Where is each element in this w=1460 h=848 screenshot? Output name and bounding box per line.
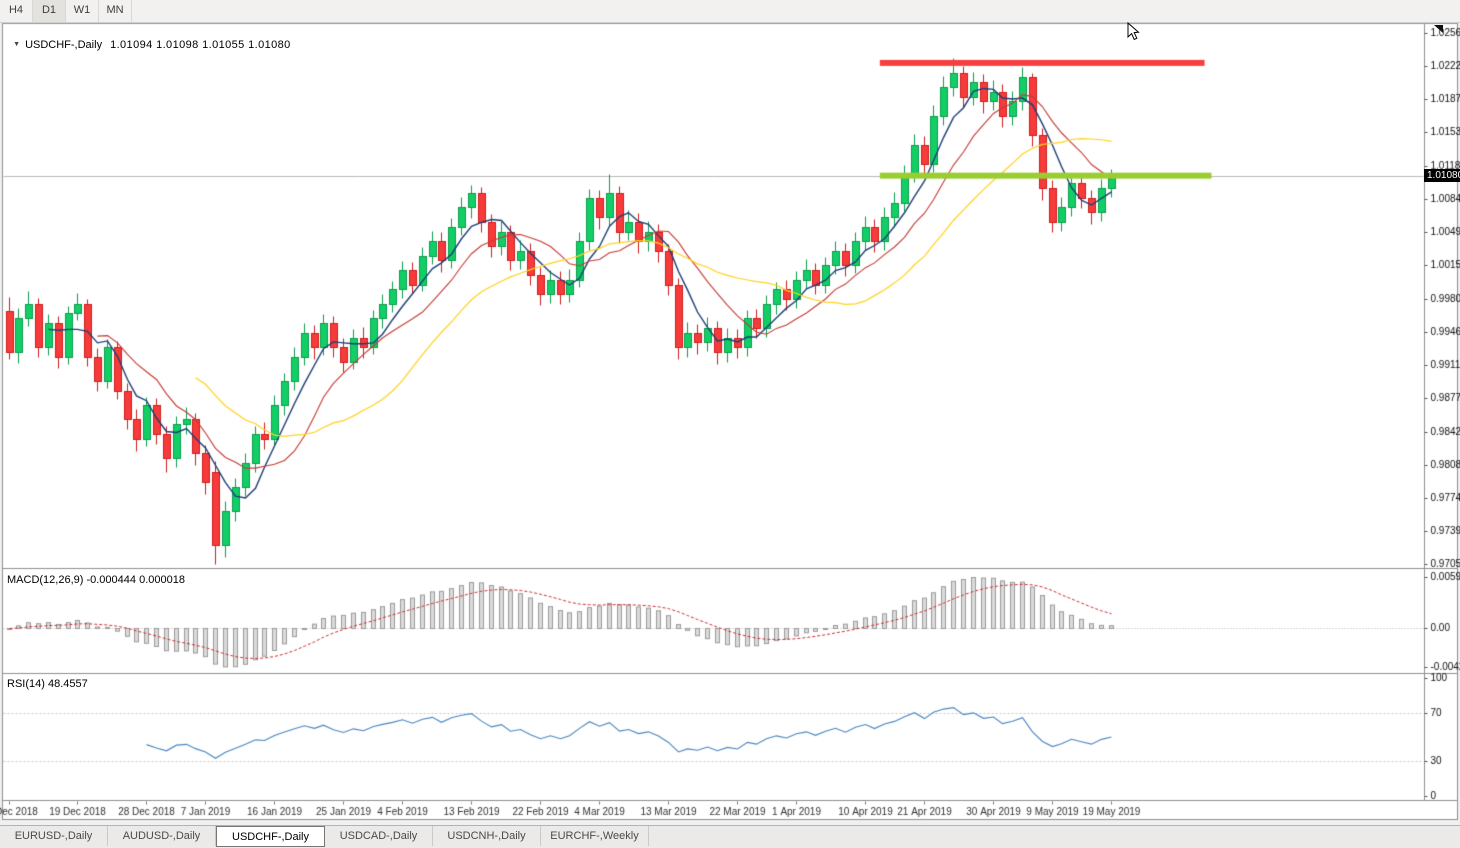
timeframe-button-h4[interactable]: H4 — [0, 0, 33, 22]
chart-ohlc-values: 1.01094 1.01098 1.01055 1.01080 — [110, 39, 291, 51]
tab-eurusd-daily[interactable]: EURUSD-,Daily — [0, 826, 108, 846]
collapse-pane-icon[interactable]: ▼ — [13, 41, 21, 48]
timeframe-button-mn[interactable]: MN — [99, 0, 132, 22]
macd-indicator-label: MACD(12,26,9) -0.000444 0.000018 — [7, 574, 185, 586]
timeframe-button-d1[interactable]: D1 — [33, 0, 66, 22]
tab-eurchf-weekly[interactable]: EURCHF-,Weekly — [541, 826, 649, 846]
symbol-tab-bar: EURUSD-,Daily AUDUSD-,Daily USDCHF-,Daily U… — [0, 825, 1460, 848]
tab-usdchf-daily[interactable]: USDCHF-,Daily — [216, 826, 325, 847]
tab-audusd-daily[interactable]: AUDUSD-,Daily — [108, 826, 216, 846]
rsi-indicator-label: RSI(14) 48.4557 — [7, 678, 88, 690]
timeframe-toolbar: H4 D1 W1 MN — [0, 0, 1460, 23]
tab-usdcnh-daily[interactable]: USDCNH-,Daily — [433, 826, 541, 846]
mouse-cursor-icon — [1127, 22, 1140, 41]
chart-title: ▼ USDCHF-,Daily 1.01094 1.01098 1.01055 1.… — [7, 27, 291, 51]
chart-shift-marker-icon[interactable] — [1434, 25, 1443, 33]
bid-price-tag: 1.01080 — [1424, 169, 1460, 182]
timeframe-button-w1[interactable]: W1 — [66, 0, 99, 22]
tab-usdcad-daily[interactable]: USDCAD-,Daily — [325, 826, 433, 846]
chart-symbol-period: USDCHF-,Daily — [25, 39, 103, 51]
